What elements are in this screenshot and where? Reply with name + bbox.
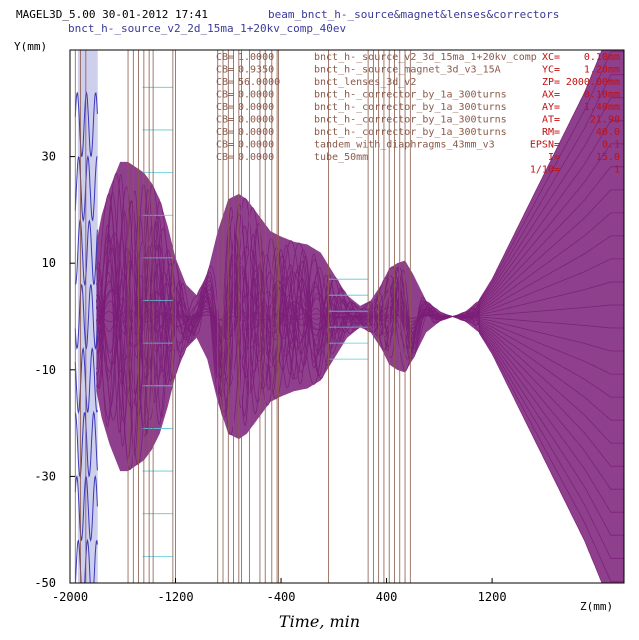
element-name: bnct_h-_source_v2_3d_15ma_1+20kv_comp bbox=[314, 52, 537, 63]
element-cb-label: CB= bbox=[216, 127, 234, 138]
y-tick-label: 30 bbox=[42, 150, 56, 164]
x-tick-label: 400 bbox=[376, 590, 398, 604]
param-value: 15.0 bbox=[596, 152, 620, 163]
blue-trajectory bbox=[74, 474, 98, 543]
param-value: 1.20mm bbox=[584, 65, 620, 76]
beam-trajectory bbox=[96, 200, 624, 536]
param-label: I= bbox=[548, 152, 560, 163]
param-value: 0.1 bbox=[602, 140, 620, 151]
element-cb-value: 0.0000 bbox=[238, 90, 274, 101]
element-name: bnct_h-_corrector_by_1a_300turns bbox=[314, 115, 507, 126]
param-value: 2000.00mm bbox=[566, 77, 620, 88]
y-axis-label: Y(mm) bbox=[14, 40, 48, 53]
element-cb-value: 0.0000 bbox=[238, 152, 274, 163]
element-cb-label: CB= bbox=[216, 152, 234, 163]
element-cb-value: 1.0000 bbox=[238, 52, 274, 63]
x-tick-labels: -2000 -1200 -400 400 1200 bbox=[52, 590, 507, 604]
element-name: tube_50mm bbox=[314, 152, 368, 163]
element-cb-value: 0.0000 bbox=[238, 127, 274, 138]
element-cb-value: 0.0000 bbox=[238, 115, 274, 126]
beam-trajectories bbox=[74, 50, 624, 583]
element-name: bnct_h-_corrector_by_1a_300turns bbox=[314, 102, 507, 113]
plot-frame bbox=[69, 49, 625, 584]
element-boundaries bbox=[74, 50, 411, 583]
element-cb-value: 0.0000 bbox=[238, 140, 274, 151]
element-name: bnct_h-_source_magnet_3d_v3_15A bbox=[314, 65, 501, 76]
blue-trajectory bbox=[74, 346, 98, 415]
param-label: XC= bbox=[542, 52, 560, 63]
element-cb-label: CB= bbox=[216, 52, 234, 63]
header-run-name: bnct_h-_source_v2_2d_15ma_1+20kv_comp_40… bbox=[68, 22, 347, 35]
beam-parameter-list: XC= 0.10mm YC= 1.20mm ZP= 2000.00mm AX= 0.10mm A… bbox=[530, 52, 620, 176]
element-list: CB= 1.0000 bnct_h-_source_v2_3d_15ma_1+20k… bbox=[216, 52, 537, 163]
x-tick-label: -1200 bbox=[157, 590, 193, 604]
x-tick-label: -2000 bbox=[52, 590, 88, 604]
blue-trajectory bbox=[74, 154, 98, 223]
element-cb-value: 0.0000 bbox=[238, 102, 274, 113]
y-tick-labels: 30 10 -10 -30 -50 bbox=[34, 150, 56, 590]
beam-trajectory bbox=[96, 120, 624, 422]
blue-trajectory bbox=[75, 219, 98, 287]
x-tick-label: -400 bbox=[267, 590, 296, 604]
y-tick-label: -10 bbox=[34, 363, 56, 377]
axes bbox=[69, 49, 625, 584]
y-tick-label: 10 bbox=[42, 256, 56, 270]
y-tick-label: -30 bbox=[34, 469, 56, 483]
beam-trajectory bbox=[96, 212, 624, 373]
beam-trajectory bbox=[96, 51, 624, 456]
chart-title: beam_bnct_h-_source&magnet&lenses&correc… bbox=[268, 8, 560, 21]
element-cb-value: 56.0000 bbox=[238, 77, 280, 88]
param-label: ZP= bbox=[542, 77, 560, 88]
x-tick-label: 1200 bbox=[478, 590, 507, 604]
param-label: YC= bbox=[542, 65, 560, 76]
y-tick-label: -50 bbox=[34, 576, 56, 590]
figure-caption: Time, min bbox=[278, 612, 361, 631]
blue-trajectory bbox=[74, 90, 98, 158]
param-label: 1/10= bbox=[530, 165, 560, 176]
param-label: RM= bbox=[542, 127, 560, 138]
param-value: 40.0 bbox=[596, 127, 620, 138]
param-value: 1.40mm bbox=[584, 102, 620, 113]
element-name: tandem_with_diaphragms_43mm_v3 bbox=[314, 140, 495, 151]
element-cb-label: CB= bbox=[216, 90, 234, 101]
blue-trajectory bbox=[74, 410, 98, 479]
element-name: bnct_lenses_3d_v2 bbox=[314, 77, 416, 88]
beam-trajectory bbox=[96, 281, 624, 335]
x-axis-label: Z(mm) bbox=[580, 600, 614, 613]
param-value: 0.10mm bbox=[584, 90, 620, 101]
param-value: 0.10mm bbox=[584, 52, 620, 63]
source-region bbox=[77, 50, 98, 583]
beam-trajectory bbox=[96, 272, 624, 398]
param-value: 21.90 bbox=[590, 115, 620, 126]
element-name: bnct_h-_corrector_by_1a_300turns bbox=[314, 127, 507, 138]
header-program-info: MAGEL3D_5.00 30-01-2012 17:41 bbox=[16, 8, 209, 21]
param-label: AT= bbox=[542, 115, 560, 126]
element-cb-value: 0.9350 bbox=[238, 65, 274, 76]
beam-trajectory bbox=[96, 74, 624, 437]
element-cb-label: CB= bbox=[216, 115, 234, 126]
element-cb-label: CB= bbox=[216, 140, 234, 151]
element-cb-label: CB= bbox=[216, 77, 234, 88]
element-name: bnct_h-_corrector_by_1a_300turns bbox=[314, 90, 507, 101]
param-label: AY= bbox=[542, 102, 560, 113]
blue-trajectory bbox=[74, 284, 98, 351]
blue-trajectory bbox=[74, 538, 98, 583]
beam-trajectory bbox=[96, 166, 624, 395]
element-cb-label: CB= bbox=[216, 65, 234, 76]
param-value: 1 bbox=[614, 165, 620, 176]
param-label: AX= bbox=[542, 90, 560, 101]
element-cb-label: CB= bbox=[216, 102, 234, 113]
param-label: EPSN= bbox=[530, 140, 560, 151]
